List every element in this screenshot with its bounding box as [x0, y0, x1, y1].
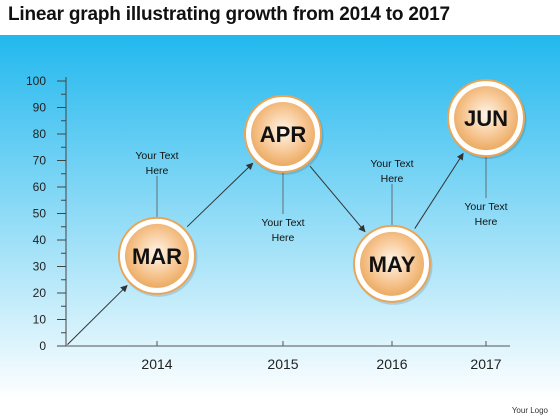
y-tick-label: 0: [39, 339, 46, 353]
annotation-text: Here: [475, 216, 498, 228]
marker-disc: [251, 102, 315, 166]
y-tick-label: 20: [33, 286, 47, 300]
footer-logo-text: Your Logo: [511, 406, 548, 415]
data-point-label: MAY: [369, 252, 416, 277]
data-point-label: JUN: [464, 106, 508, 131]
y-tick-label: 50: [33, 207, 47, 221]
x-tick-label: 2016: [376, 356, 407, 372]
x-tick-label: 2015: [267, 356, 298, 372]
marker-disc: [360, 231, 424, 296]
data-point-marker-jun: JUN: [447, 79, 527, 160]
x-tick-label: 2017: [470, 356, 501, 372]
y-tick-label: 10: [33, 313, 47, 327]
y-tick-label: 80: [33, 127, 47, 141]
y-tick-label: 90: [33, 101, 47, 115]
annotation-text: Your Text: [261, 217, 304, 229]
trend-arrow: [414, 152, 464, 229]
y-tick-label: 60: [33, 180, 47, 194]
x-tick-label: 2014: [141, 356, 172, 372]
data-point-label: MAR: [132, 244, 182, 269]
annotation-text: Your Text: [464, 201, 507, 213]
trend-arrow: [186, 162, 254, 228]
data-point-marker-mar: MAR: [118, 216, 198, 297]
y-tick-label: 100: [26, 74, 46, 88]
trend-arrow: [67, 284, 128, 345]
annotation-text: Your Text: [370, 158, 413, 170]
y-tick-label: 40: [33, 233, 47, 247]
chart-area: 0 10 20 30 40 50 60 70 80 90 100 2014 2015 2016 2017 Y…: [0, 35, 560, 400]
data-point-label: APR: [260, 122, 307, 147]
annotation-text: Here: [381, 173, 404, 185]
annotation-text: Your Text: [135, 150, 178, 162]
trend-arrow: [309, 165, 366, 233]
data-point-marker-apr: APR: [244, 95, 324, 175]
annotation-text: Here: [272, 232, 295, 244]
y-tick-label: 70: [33, 154, 47, 168]
marker-disc: [454, 86, 518, 151]
data-point-marker-may: MAY: [353, 224, 433, 305]
line-chart: 0 10 20 30 40 50 60 70 80 90 100 2014 2015 2016 2017 Y…: [0, 35, 560, 400]
annotation-text: Here: [146, 165, 169, 177]
marker-disc: [125, 223, 189, 288]
chart-title: Linear graph illustrating growth from 20…: [8, 4, 450, 25]
y-tick-label: 30: [33, 260, 47, 274]
